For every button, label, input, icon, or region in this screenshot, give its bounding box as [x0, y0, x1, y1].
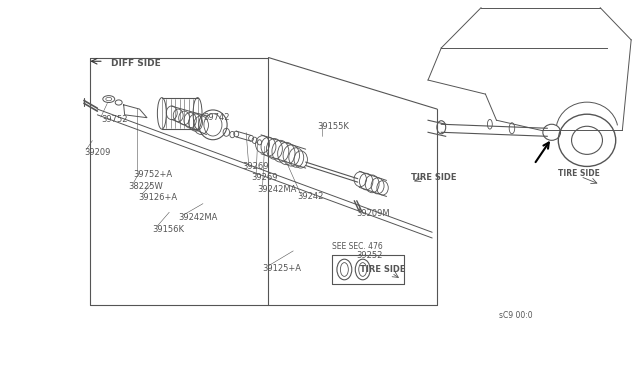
Text: 39209: 39209 — [84, 148, 110, 157]
Text: 39126+A: 39126+A — [138, 193, 178, 202]
Text: 39242MA: 39242MA — [178, 214, 218, 222]
Text: 39125+A: 39125+A — [262, 264, 301, 273]
Text: 39252: 39252 — [356, 251, 383, 260]
Text: DIFF SIDE: DIFF SIDE — [111, 59, 161, 68]
Text: 39209M: 39209M — [356, 209, 390, 218]
Text: 39269: 39269 — [251, 173, 278, 182]
Text: 39242: 39242 — [297, 192, 324, 201]
Text: 39742: 39742 — [203, 113, 230, 122]
Text: 39269: 39269 — [243, 162, 269, 171]
Text: TIRE SIDE: TIRE SIDE — [558, 170, 600, 179]
Text: sC9 00:0: sC9 00:0 — [499, 311, 532, 320]
Text: 39156K: 39156K — [152, 225, 184, 234]
Text: 39155K: 39155K — [317, 122, 349, 131]
Text: 38225W: 38225W — [129, 182, 163, 191]
Text: 39752: 39752 — [101, 115, 127, 124]
Text: SEE SEC. 476: SEE SEC. 476 — [332, 242, 383, 251]
Text: 39242MA: 39242MA — [257, 185, 297, 194]
Text: 39752+A: 39752+A — [134, 170, 173, 179]
Text: TIRE SIDE: TIRE SIDE — [360, 265, 406, 274]
Text: TIRE SIDE: TIRE SIDE — [412, 173, 457, 182]
